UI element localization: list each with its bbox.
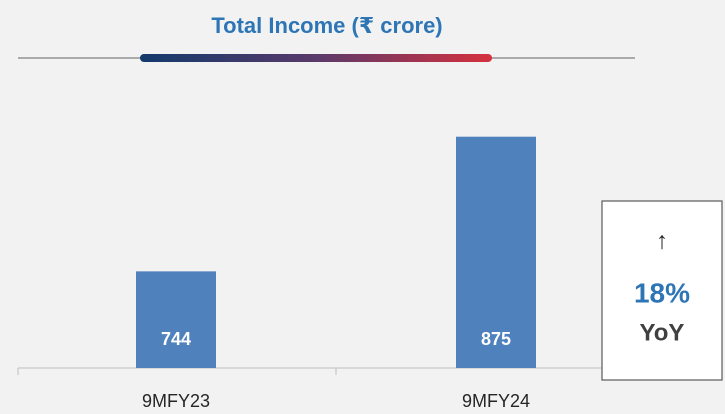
title-accent xyxy=(140,54,492,62)
yoy-value: 18% xyxy=(634,277,690,308)
x-tick-label: 9MFY24 xyxy=(462,391,530,411)
x-tick-label: 9MFY23 xyxy=(142,391,210,411)
yoy-label: YoY xyxy=(640,319,685,346)
bar xyxy=(136,271,216,368)
data-label: 875 xyxy=(481,329,511,349)
chart-title: Total Income (₹ crore) xyxy=(211,13,442,38)
yoy-arrow: ↑ xyxy=(656,227,668,254)
data-label: 744 xyxy=(161,329,191,349)
yoy-box xyxy=(601,200,723,381)
bar xyxy=(456,136,536,368)
